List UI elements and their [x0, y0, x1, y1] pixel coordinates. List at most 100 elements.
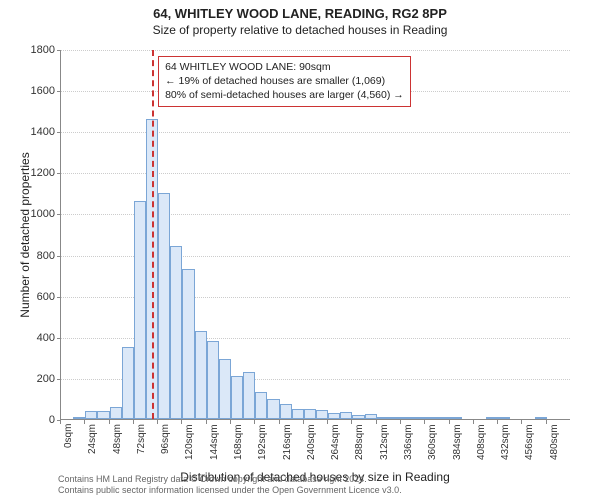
x-tick — [497, 420, 498, 424]
x-tick — [351, 420, 352, 424]
annotation-line-1: ← 19% of detached houses are smaller (1,… — [165, 74, 404, 88]
histogram-bar — [122, 347, 134, 419]
y-tick-label: 200 — [15, 373, 55, 385]
x-tick-label: 456sqm — [524, 424, 535, 460]
x-tick-label: 120sqm — [184, 424, 195, 460]
x-tick — [254, 420, 255, 424]
histogram-bar — [73, 417, 85, 419]
histogram-bar — [389, 417, 401, 419]
histogram-bar — [292, 409, 304, 419]
histogram-bar — [535, 417, 547, 419]
x-tick — [376, 420, 377, 424]
histogram-bar — [255, 392, 267, 419]
y-tick-label: 1000 — [15, 208, 55, 220]
annotation-box: 64 WHITLEY WOOD LANE: 90sqm← 19% of deta… — [158, 56, 411, 107]
histogram-bar — [280, 404, 292, 419]
y-gridline — [61, 173, 570, 174]
histogram-chart: 64 WHITLEY WOOD LANE: 90sqm← 19% of deta… — [60, 50, 570, 420]
x-tick-label: 384sqm — [452, 424, 463, 460]
x-tick — [546, 420, 547, 424]
annotation-line-2: 80% of semi-detached houses are larger (… — [165, 88, 404, 102]
y-tick — [57, 173, 61, 174]
y-tick-label: 400 — [15, 332, 55, 344]
histogram-bar — [231, 376, 243, 419]
x-tick — [303, 420, 304, 424]
x-tick — [279, 420, 280, 424]
x-tick-label: 0sqm — [63, 424, 74, 448]
x-tick — [60, 420, 61, 424]
histogram-bar — [340, 412, 352, 419]
x-tick — [424, 420, 425, 424]
footer-attribution: Contains HM Land Registry data © Crown c… — [58, 474, 402, 497]
x-tick-label: 216sqm — [282, 424, 293, 460]
histogram-bar — [365, 414, 377, 419]
y-tick-label: 800 — [15, 250, 55, 262]
property-marker-line — [152, 50, 154, 419]
y-tick-label: 1800 — [15, 44, 55, 56]
x-tick-label: 480sqm — [549, 424, 560, 460]
histogram-bar — [486, 417, 498, 419]
histogram-bar — [401, 417, 413, 419]
histogram-bar — [110, 407, 122, 419]
x-tick-label: 312sqm — [379, 424, 390, 460]
x-tick — [181, 420, 182, 424]
y-tick — [57, 91, 61, 92]
x-tick — [400, 420, 401, 424]
histogram-bar — [243, 372, 255, 419]
histogram-bar — [316, 410, 328, 419]
footer-line-1: Contains HM Land Registry data © Crown c… — [58, 474, 402, 485]
histogram-bar — [170, 246, 182, 419]
y-tick — [57, 338, 61, 339]
histogram-bar — [377, 417, 389, 419]
histogram-bar — [450, 417, 462, 419]
y-tick — [57, 297, 61, 298]
y-tick — [57, 379, 61, 380]
x-tick-label: 336sqm — [403, 424, 414, 460]
footer-line-2: Contains public sector information licen… — [58, 485, 402, 496]
histogram-bar — [498, 417, 510, 419]
x-tick-label: 48sqm — [112, 424, 123, 454]
x-tick-label: 408sqm — [476, 424, 487, 460]
histogram-bar — [158, 193, 170, 419]
histogram-bar — [352, 415, 364, 419]
plot-area: 64 WHITLEY WOOD LANE: 90sqm← 19% of deta… — [60, 50, 570, 420]
histogram-bar — [219, 359, 231, 419]
x-tick-label: 240sqm — [306, 424, 317, 460]
annotation-line-0: 64 WHITLEY WOOD LANE: 90sqm — [165, 60, 404, 74]
histogram-bar — [328, 413, 340, 419]
x-tick — [84, 420, 85, 424]
x-tick-label: 360sqm — [427, 424, 438, 460]
histogram-bar — [97, 411, 109, 419]
y-tick-label: 1600 — [15, 85, 55, 97]
y-tick — [57, 132, 61, 133]
x-tick — [230, 420, 231, 424]
histogram-bar — [425, 417, 437, 419]
y-tick — [57, 214, 61, 215]
histogram-bar — [207, 341, 219, 419]
y-tick-label: 0 — [15, 414, 55, 426]
x-tick — [449, 420, 450, 424]
x-tick — [206, 420, 207, 424]
histogram-bar — [134, 201, 146, 419]
y-tick — [57, 50, 61, 51]
x-tick-label: 144sqm — [209, 424, 220, 460]
histogram-bar — [182, 269, 194, 419]
histogram-bar — [437, 417, 449, 419]
x-tick — [133, 420, 134, 424]
x-tick — [327, 420, 328, 424]
y-tick-label: 600 — [15, 291, 55, 303]
histogram-bar — [85, 411, 97, 419]
histogram-bar — [304, 409, 316, 419]
x-tick-label: 432sqm — [500, 424, 511, 460]
x-tick — [521, 420, 522, 424]
histogram-bar — [267, 399, 279, 419]
x-tick-label: 288sqm — [354, 424, 365, 460]
y-gridline — [61, 50, 570, 51]
x-tick-label: 72sqm — [136, 424, 147, 454]
y-tick-label: 1400 — [15, 126, 55, 138]
page-subtitle: Size of property relative to detached ho… — [0, 21, 600, 39]
x-tick-label: 264sqm — [330, 424, 341, 460]
page-title-address: 64, WHITLEY WOOD LANE, READING, RG2 8PP — [0, 0, 600, 21]
x-tick-label: 24sqm — [87, 424, 98, 454]
x-tick — [473, 420, 474, 424]
